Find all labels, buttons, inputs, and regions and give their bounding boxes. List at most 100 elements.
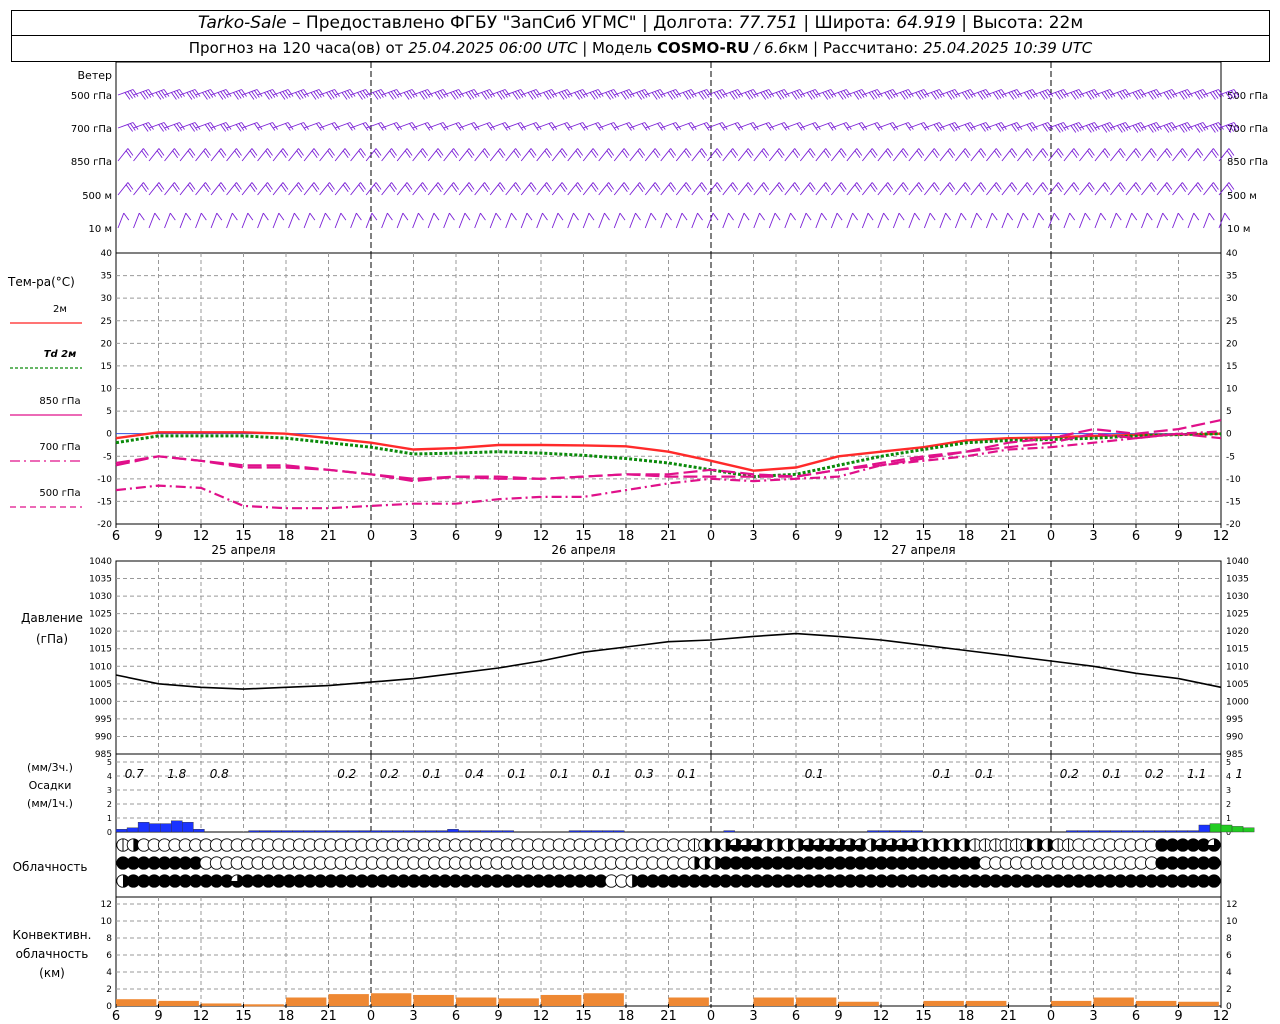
precip-bar: [480, 830, 492, 833]
wind-barb-feather: [582, 89, 589, 97]
wind-barb-feather: [543, 92, 549, 100]
wind-barb: [505, 122, 527, 131]
wind-barb-feather: [373, 150, 380, 158]
wind-barb-feather: [606, 150, 613, 158]
wind-barb-feather: [980, 124, 986, 132]
wind-barb-feather: [963, 150, 969, 158]
wind-barb-staff: [521, 122, 537, 129]
wind-barb-staff: [924, 122, 940, 129]
wind-barb: [164, 122, 185, 132]
wind-barb-feather: [158, 148, 165, 156]
wind-barb-feather: [1187, 122, 1193, 130]
wind-barb-feather: [750, 123, 756, 131]
wind-barb: [722, 148, 739, 162]
wind-barb-feather: [458, 122, 465, 130]
wind-barb-feather: [579, 123, 586, 131]
wind-barb-feather: [127, 91, 133, 99]
conv-bar: [498, 998, 539, 1006]
wind-barb-feather: [1087, 184, 1093, 192]
cloud-symbol-full: [251, 874, 265, 888]
wind-barb: [1187, 182, 1204, 196]
precip-3h-label: 0.1: [592, 767, 611, 781]
wind-barb-staff: [846, 148, 858, 162]
cloud-cover-symbol: [116, 856, 130, 870]
cloud-symbol-full: [147, 874, 161, 888]
precip-3h-label: 0.1: [975, 767, 994, 781]
wind-barb: [1156, 89, 1178, 100]
cloud-cover-symbol: [168, 874, 182, 888]
wind-barb-feather: [657, 123, 663, 131]
time-tick-label: 12: [1213, 1009, 1230, 1024]
cloud-symbol-full: [750, 856, 764, 870]
wind-barb-feather: [566, 122, 573, 130]
cloud-symbol-full: [958, 874, 971, 888]
wind-barb-feather: [747, 148, 754, 156]
wind-barb: [272, 89, 294, 100]
wind-barb: [1048, 89, 1069, 100]
wind-barb-feather: [579, 90, 586, 98]
pressure-axis-label-left: 1010: [89, 662, 112, 672]
wind-barb-feather: [1212, 91, 1219, 99]
wind-barb: [784, 212, 796, 229]
wind-barb-staff: [179, 148, 191, 162]
wind-barb-feather: [796, 90, 803, 98]
wind-barb: [412, 182, 428, 196]
wind-barb-feather: [466, 184, 473, 192]
wind-barb-feather: [701, 148, 708, 156]
precip-bar: [469, 830, 481, 833]
cloud-cover-symbol: [791, 856, 806, 870]
cloud-cover-symbol: [1051, 874, 1065, 888]
day-label: 27 апреля: [891, 543, 955, 557]
time-tick-label: 6: [112, 529, 120, 544]
wind-barb-feather: [591, 184, 597, 192]
wind-barb-feather: [592, 148, 599, 156]
wind-barb-feather: [923, 122, 930, 130]
wind-barb-staff: [923, 212, 931, 229]
wind-barb-feather: [734, 90, 741, 98]
precip-3h-label: 0.2: [337, 767, 356, 781]
wind-barb-feather: [471, 90, 477, 98]
wind-barb: [536, 122, 558, 131]
wind-barb-feather: [651, 92, 658, 100]
wind-barb: [800, 122, 821, 131]
wind-barb: [1141, 89, 1162, 100]
time-tick-label: 9: [1174, 529, 1182, 544]
wind-barb-staff: [319, 182, 330, 196]
wind-barb-staff: [303, 212, 311, 229]
precip-bar: [867, 830, 879, 833]
pressure-axis-label-left: 1035: [89, 575, 112, 585]
wind-barb: [1172, 212, 1184, 229]
cloud-cover-symbol: [937, 874, 951, 888]
precip-bar: [723, 830, 736, 833]
cloud-cover-symbol: [822, 838, 837, 852]
wind-barb-feather: [527, 92, 534, 100]
wind-barb-staff: [520, 212, 528, 229]
wind-barb: [179, 148, 196, 162]
wind-barb-feather: [577, 182, 584, 190]
wind-barb-feather: [1171, 122, 1178, 130]
wind-barb: [443, 122, 465, 131]
wind-barb-feather: [473, 89, 480, 97]
wind-barb-feather: [504, 122, 511, 130]
wind-barb-staff: [892, 148, 904, 162]
wind-barb: [939, 182, 956, 196]
temp-legend-label: 500 гПа: [39, 488, 80, 499]
wind-barb-staff: [443, 148, 454, 162]
wind-barb-staff: [722, 122, 738, 129]
wind-barb-feather: [1230, 123, 1237, 131]
wind-barb: [164, 148, 180, 162]
wind-barb: [939, 89, 961, 100]
wind-barb-staff: [164, 122, 180, 129]
wind-barb: [459, 122, 480, 131]
cloud-symbol-full: [179, 874, 192, 888]
wind-barb-feather: [380, 122, 387, 130]
wind-barb-feather: [713, 92, 720, 100]
precip-bar: [911, 830, 923, 833]
wind-barb-feather: [535, 122, 542, 130]
wind-barb: [1079, 212, 1091, 229]
wind-barb: [1203, 148, 1219, 162]
wind-barb: [1156, 182, 1173, 196]
wind-barb-feather: [721, 89, 728, 97]
wind-barb-feather: [685, 148, 692, 156]
wind-barb-feather: [954, 122, 961, 130]
